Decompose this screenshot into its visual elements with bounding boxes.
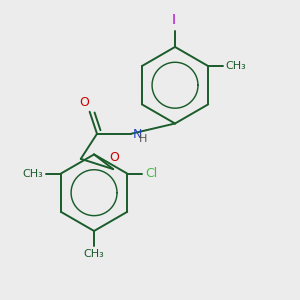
Text: O: O [80, 96, 89, 109]
Text: I: I [172, 13, 176, 27]
Text: N: N [132, 128, 142, 141]
Text: CH₃: CH₃ [226, 61, 247, 71]
Text: O: O [110, 151, 120, 164]
Text: Cl: Cl [145, 167, 157, 180]
Text: CH₃: CH₃ [22, 169, 43, 178]
Text: H: H [139, 134, 148, 144]
Text: CH₃: CH₃ [84, 249, 104, 259]
